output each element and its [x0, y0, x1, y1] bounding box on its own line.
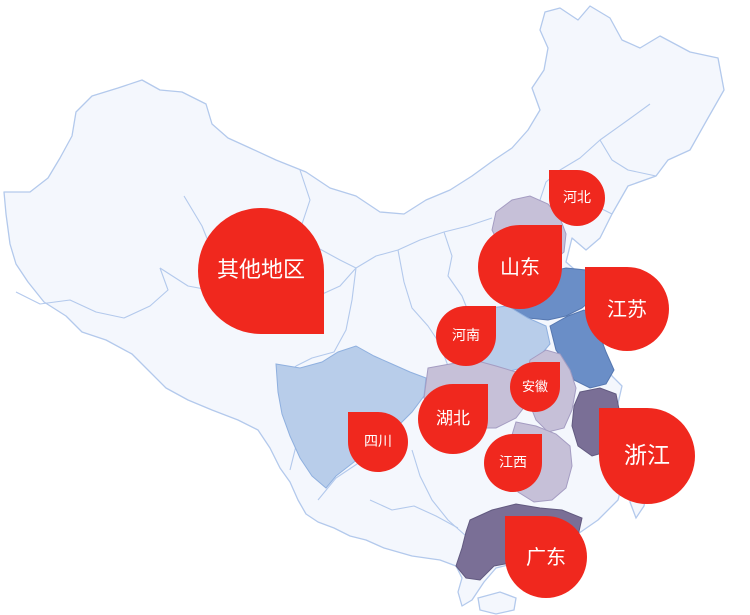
region-marker-hebei[interactable]: 河北: [549, 170, 605, 226]
region-marker-sichuan[interactable]: 四川: [348, 412, 408, 472]
region-marker-guangdong[interactable]: 广东: [505, 516, 587, 598]
region-label-other: 其他地区: [216, 258, 305, 283]
region-marker-jiangsu[interactable]: 江苏: [585, 267, 669, 351]
region-marker-shandong[interactable]: 山东: [478, 225, 562, 309]
region-marker-zhejiang[interactable]: 浙江: [599, 408, 695, 504]
region-marker-hubei[interactable]: 湖北: [418, 384, 488, 454]
region-marker-other[interactable]: 其他地区: [198, 208, 324, 334]
region-label-jiangxi: 江西: [499, 455, 527, 471]
region-marker-anhui[interactable]: 安徽: [510, 362, 560, 412]
region-label-zhejiang: 浙江: [624, 442, 670, 469]
region-label-hebei: 河北: [563, 190, 591, 206]
region-marker-jiangxi[interactable]: 江西: [484, 434, 542, 492]
region-label-henan: 河南: [452, 328, 480, 344]
hainan-outline: [477, 591, 517, 615]
region-label-sichuan: 四川: [364, 434, 392, 450]
region-label-guangdong: 广东: [526, 545, 566, 569]
region-label-shandong: 山东: [500, 255, 540, 279]
region-label-jiangsu: 江苏: [607, 297, 647, 321]
region-marker-henan[interactable]: 河南: [436, 306, 496, 366]
region-label-hubei: 湖北: [436, 408, 470, 429]
region-label-anhui: 安徽: [521, 379, 548, 395]
